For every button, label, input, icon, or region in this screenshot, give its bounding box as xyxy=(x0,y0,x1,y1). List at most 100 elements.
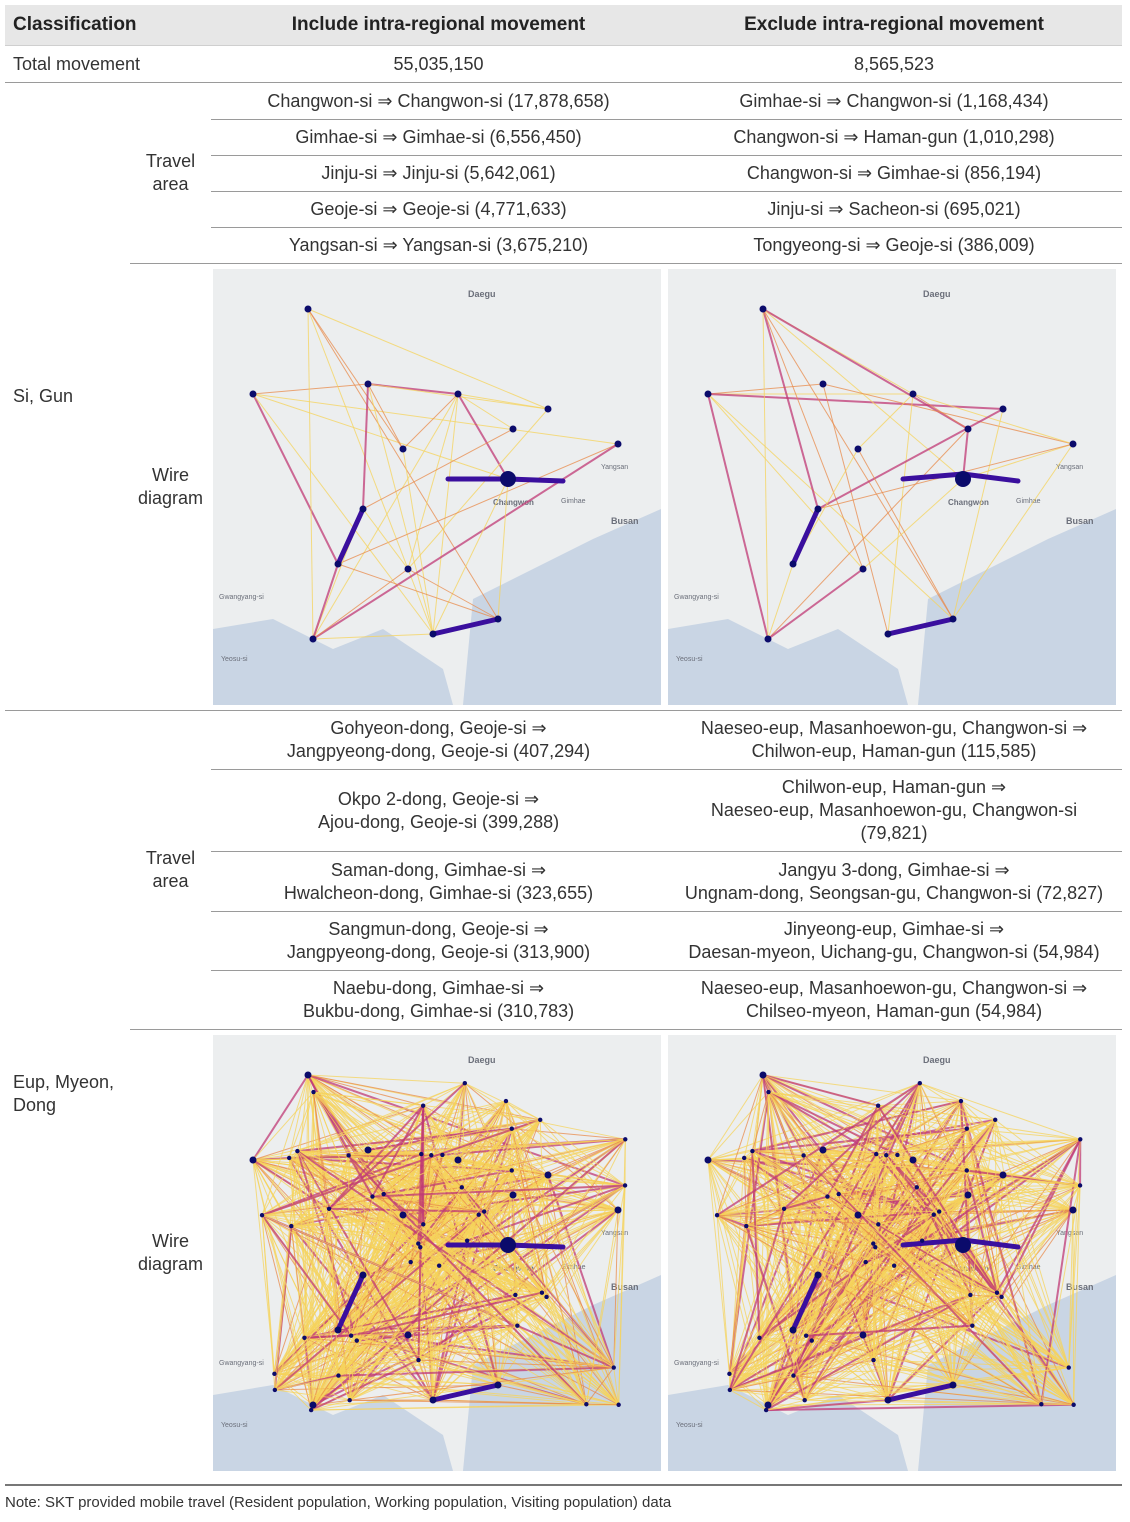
wire-edge xyxy=(873,1155,887,1361)
wire-edge xyxy=(803,1105,879,1156)
wire-edge xyxy=(729,1196,828,1391)
wire-edge xyxy=(877,1119,996,1225)
emd-row-4: Sangmun-dong, Geoje-si ⇒ Jangpyeong-dong… xyxy=(5,911,1123,971)
wire-edge xyxy=(348,1155,419,1244)
wire-edge xyxy=(347,1154,374,1198)
wire-node xyxy=(287,1155,292,1161)
wire-edge xyxy=(349,1367,614,1401)
wire-node xyxy=(931,1212,936,1217)
wire-edge xyxy=(349,1119,541,1401)
wire-node xyxy=(509,1191,517,1199)
wire-node xyxy=(347,1397,352,1403)
wire-edge xyxy=(312,393,459,640)
wire-node xyxy=(1039,1402,1044,1407)
wire-edge xyxy=(290,1225,305,1338)
wire-edge xyxy=(546,1296,615,1368)
wire-edge xyxy=(350,1211,485,1337)
wire-edge xyxy=(464,1082,541,1121)
wire-edge xyxy=(865,1261,971,1296)
top-flow-edge xyxy=(960,471,1021,484)
wire-edge xyxy=(348,1100,507,1156)
wire-edge xyxy=(873,1292,998,1361)
wire-edge xyxy=(261,1074,309,1216)
wire-edge xyxy=(729,1261,867,1391)
wire-node xyxy=(308,1407,314,1413)
wire-edge xyxy=(618,1185,626,1405)
wire-node xyxy=(614,440,622,448)
wire-edge xyxy=(351,1335,587,1405)
wire-node xyxy=(759,305,767,313)
si-gun-include-1: Changwon-si ⇒ Changwon-si (17,878,658) xyxy=(211,82,667,120)
wire-edge xyxy=(827,1082,921,1197)
wire-edge xyxy=(252,393,509,480)
map-label-daegu: Daegu xyxy=(468,289,496,299)
wire-node xyxy=(949,615,957,623)
wire-node xyxy=(503,1098,509,1104)
wire-edge xyxy=(707,393,769,640)
total-row: Total movement 55,035,150 8,565,523 xyxy=(5,45,1123,83)
wire-edge xyxy=(792,1082,921,1376)
wire-edge xyxy=(873,1243,973,1327)
wire-node xyxy=(1066,1365,1071,1370)
wire-node xyxy=(871,1241,876,1246)
wire-edge xyxy=(751,1091,769,1152)
wire-edge xyxy=(297,1150,422,1155)
wire-edge xyxy=(707,1091,769,1161)
wire-edge xyxy=(348,1128,512,1156)
emd-exclude-5: Naeseo-eup, Masanhoewon-gu, Changwon-si … xyxy=(666,970,1123,1030)
wire-edge xyxy=(407,393,459,570)
wire-edge xyxy=(793,1294,971,1377)
wire-edge xyxy=(288,1091,314,1159)
wire-edge xyxy=(497,478,509,620)
wire-edge xyxy=(290,1225,339,1331)
wire-node xyxy=(895,1152,900,1158)
wire-edge xyxy=(261,1138,626,1216)
wire-edge xyxy=(539,1119,619,1211)
wire-edge xyxy=(1068,1185,1081,1368)
wire-edge xyxy=(261,1214,352,1337)
wire-node xyxy=(416,1241,421,1246)
wire-edge xyxy=(362,508,409,570)
si-gun-row-4: Geoje-si ⇒ Geoje-si (4,771,633) Jinju-si… xyxy=(5,191,1123,228)
wire-edge xyxy=(729,1082,921,1391)
wire-node xyxy=(544,1171,552,1179)
wire-node xyxy=(949,1381,957,1389)
si-gun-include-map: Daegu Busan Changwon Yangsan Gimhae Yeosu-si G… xyxy=(213,269,662,705)
wire-edge xyxy=(310,1359,419,1412)
wire-node xyxy=(836,1191,841,1197)
si-gun-travel-area-label: Travel area xyxy=(145,151,196,194)
wire-edge xyxy=(307,308,434,635)
wire-edge xyxy=(338,1325,518,1377)
wire-edge xyxy=(768,1403,1042,1406)
map-label-busan: Busan xyxy=(611,1282,639,1292)
wire-edge xyxy=(707,393,864,570)
emd-include-5: Naebu-dong, Gimhae-si ⇒ Bukbu-dong, Gimh… xyxy=(211,970,667,1030)
wire-node xyxy=(884,630,892,638)
wire-edge xyxy=(811,1340,1042,1405)
wire-edge xyxy=(803,1128,967,1156)
si-gun-label: Si, Gun xyxy=(5,82,130,711)
wire-edge xyxy=(857,393,914,450)
wire-edge xyxy=(349,1261,412,1401)
wire-node xyxy=(937,1209,942,1214)
wire-edge xyxy=(806,1292,998,1337)
wire-edge xyxy=(873,1243,1070,1368)
wire-edge xyxy=(422,1105,485,1212)
wire-edge xyxy=(410,1261,587,1405)
emd-exclude-2: Chilwon-eup, Haman-gun ⇒ Naeseo-eup, Mas… xyxy=(666,769,1123,852)
wire-edge xyxy=(310,1265,440,1411)
map-sea-west xyxy=(213,619,454,705)
wire-node xyxy=(764,635,772,643)
wire-edge xyxy=(371,1105,425,1198)
si-gun-include-5: Yangsan-si ⇒ Yangsan-si (3,675,210) xyxy=(211,227,667,264)
wire-node xyxy=(750,1148,755,1154)
wire-edge xyxy=(417,1119,541,1244)
si-gun-row-3: Jinju-si ⇒ Jinju-si (5,642,061) Changwon… xyxy=(5,155,1123,192)
wire-node xyxy=(336,1373,341,1378)
emd-exclude-map-cell: DaeguBusanChangwonYangsanGimhaeYeosu-siG… xyxy=(666,1029,1123,1476)
wire-node xyxy=(249,390,257,398)
wire-edge xyxy=(296,1151,312,1411)
wire-edge xyxy=(716,1214,1042,1405)
wire-edge xyxy=(865,1261,1042,1405)
wire-edge xyxy=(804,1399,1042,1405)
